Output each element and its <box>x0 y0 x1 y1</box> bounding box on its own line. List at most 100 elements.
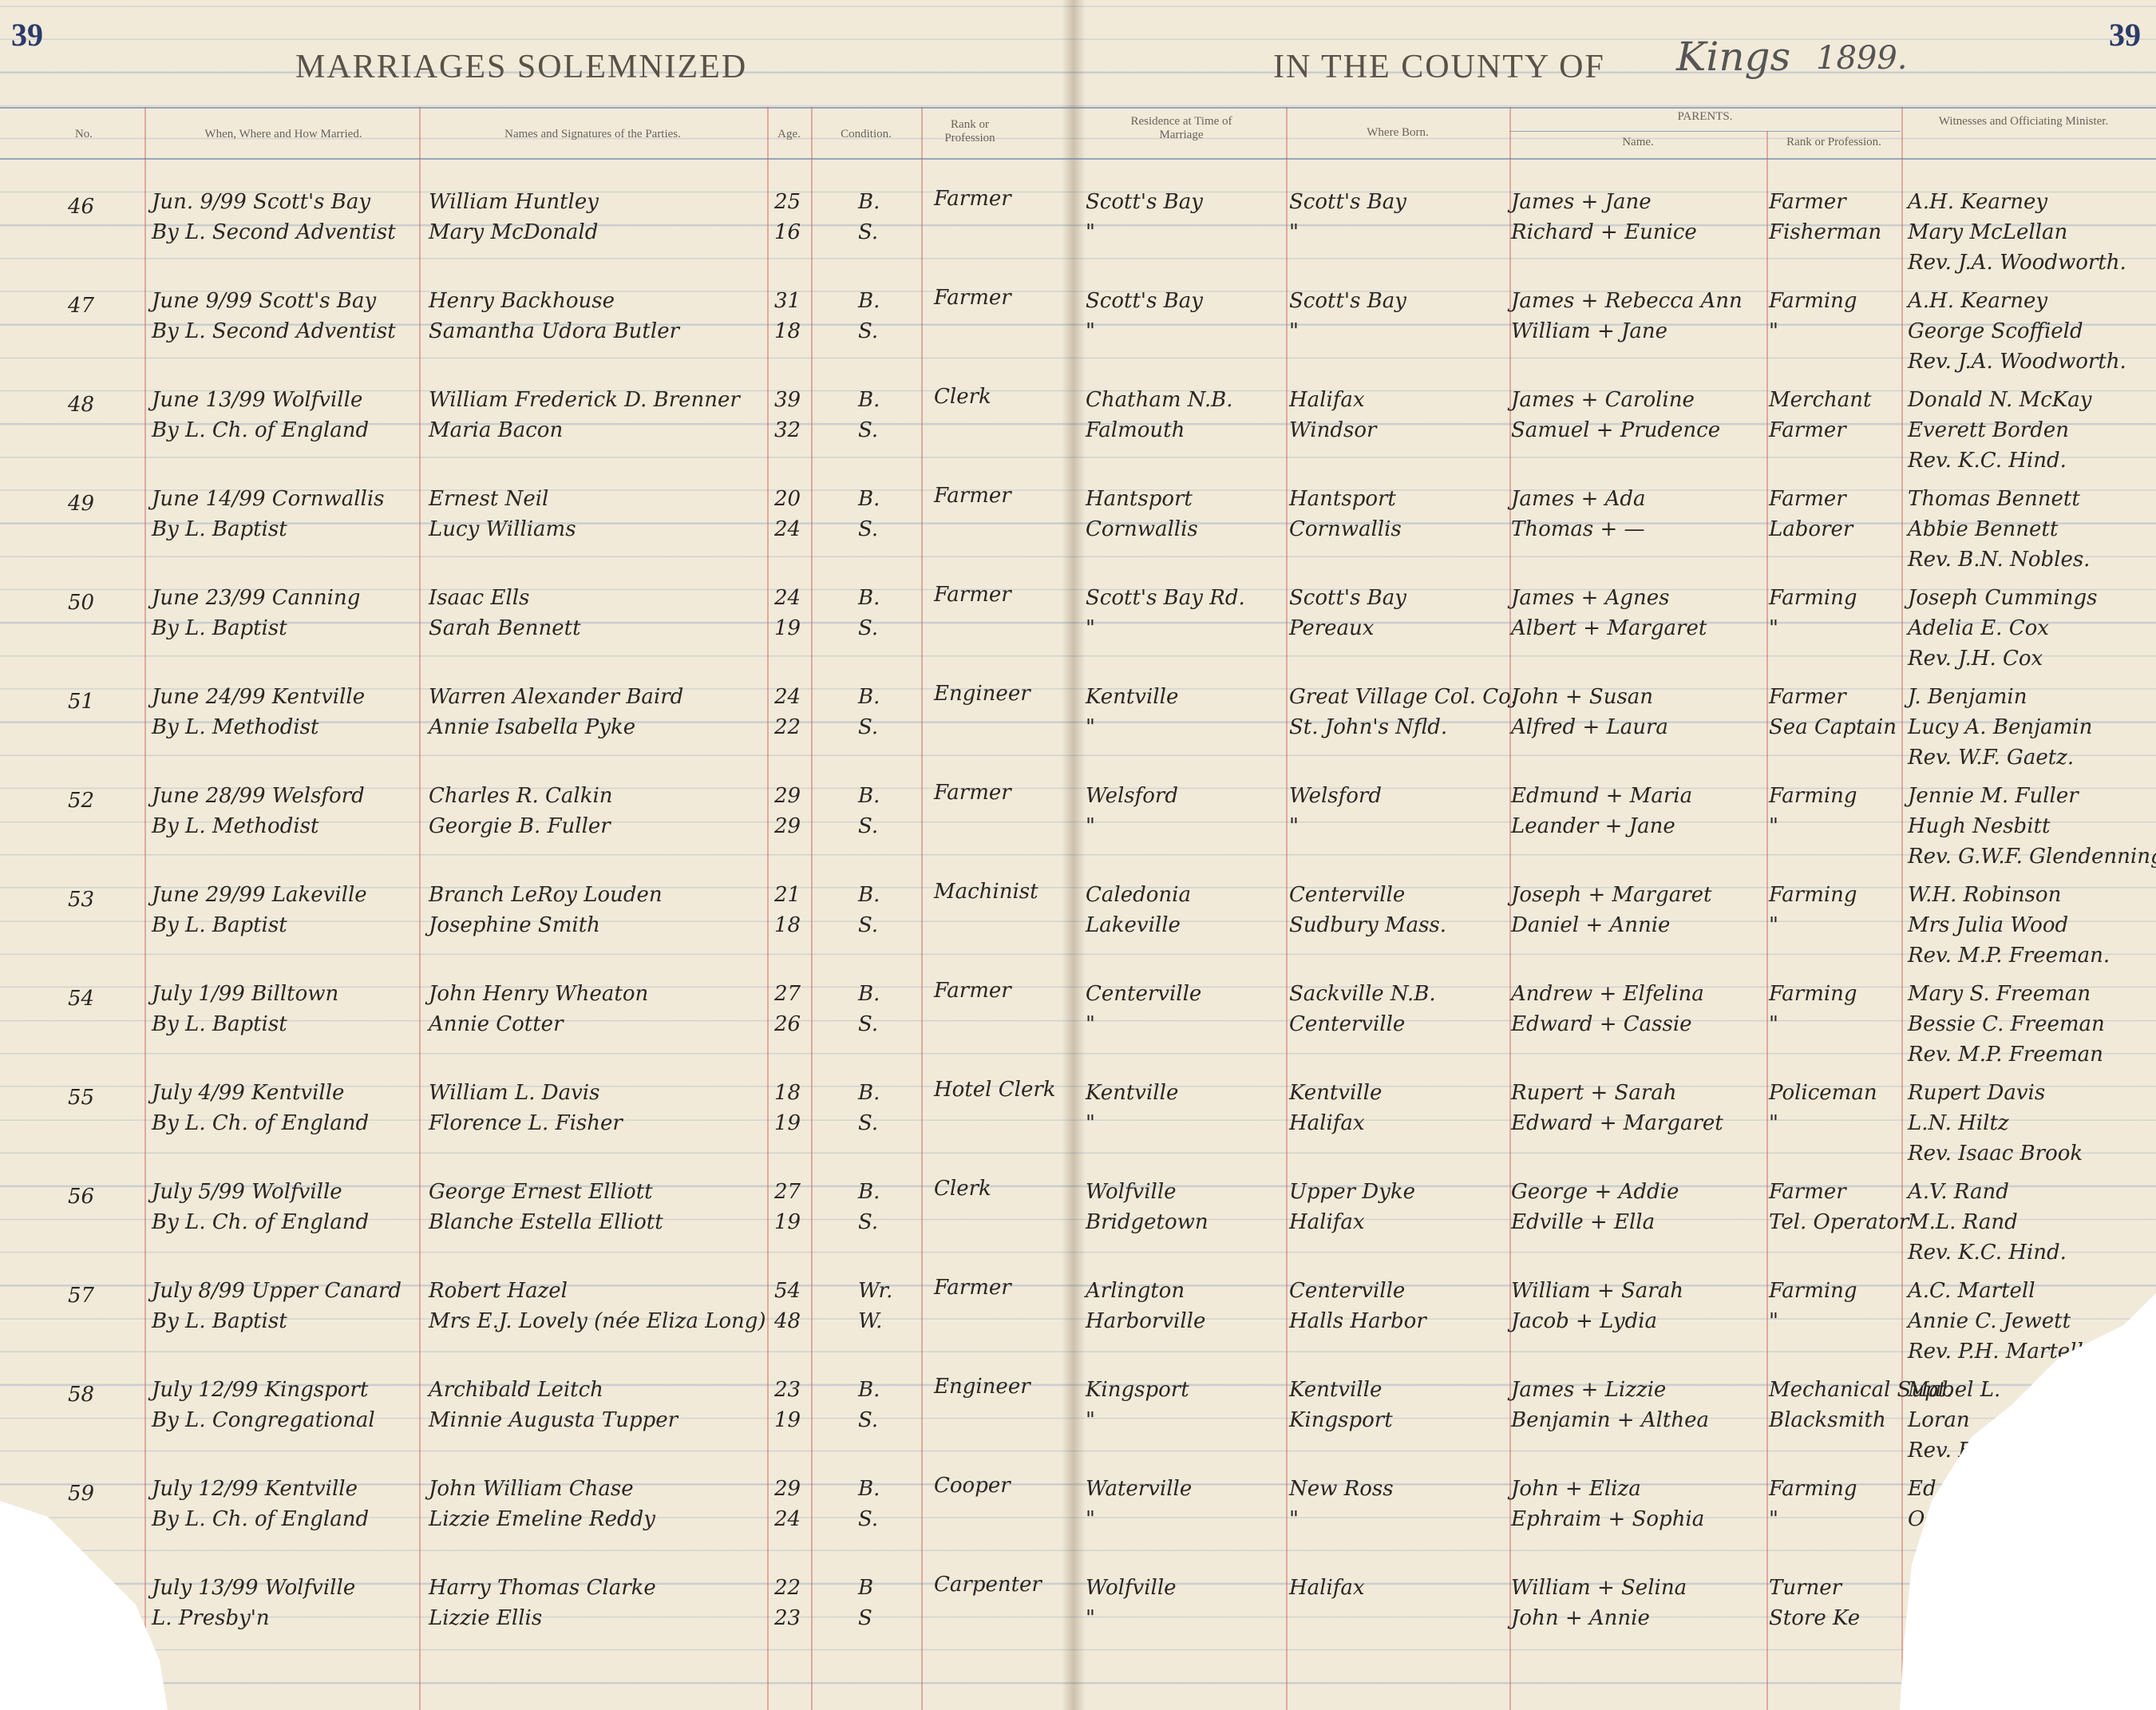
names: William Huntley <box>429 190 599 214</box>
condition: S. <box>858 1210 879 1234</box>
born: " <box>1289 319 1299 343</box>
parent-rank: Mechanical Supt. <box>1769 1378 1953 1402</box>
rank: Engineer <box>934 682 1031 706</box>
witnesses: Thomas Bennett <box>1908 487 2080 511</box>
born: " <box>1289 220 1299 244</box>
column-header: Witnesses and Officiating Minister. <box>1938 115 2109 128</box>
witnesses: Rev. K.C. Hind. <box>1908 1241 2067 1265</box>
residence: Scott's Bay <box>1086 289 1203 313</box>
when: By L. Ch. of England <box>152 418 370 442</box>
entry-number: 51 <box>68 690 95 714</box>
parent-rank: " <box>1769 1309 1778 1333</box>
parent-names: Edward + Cassie <box>1511 1012 1692 1036</box>
parent-names: Edville + Ella <box>1511 1210 1656 1234</box>
gutter <box>1062 0 1086 1710</box>
witnesses: L.N. Hiltz <box>1908 1111 2009 1135</box>
when: By L. Baptist <box>152 517 287 541</box>
born: Kingsport <box>1289 1408 1393 1432</box>
title: IN THE COUNTY OF <box>1273 49 1605 85</box>
parent-names: George + Addie <box>1511 1180 1679 1204</box>
residence: " <box>1086 814 1095 838</box>
residence: Kentville <box>1086 1081 1179 1105</box>
ages: 25 <box>774 190 801 214</box>
column-header: Where Born. <box>1367 126 1429 139</box>
column-header: Rank or Profession. <box>1786 136 1881 148</box>
rank: Cooper <box>934 1474 1011 1498</box>
column-line <box>144 107 146 1710</box>
born: Halifax <box>1289 1111 1365 1135</box>
witnesses: A.H. Kearney <box>1908 190 2048 214</box>
ages: 24 <box>774 1507 801 1531</box>
ages: 24 <box>774 685 801 709</box>
ages: 19 <box>774 1111 801 1135</box>
ages: 24 <box>774 586 801 610</box>
ages: 19 <box>774 616 801 640</box>
residence: " <box>1086 1012 1095 1036</box>
parent-rank: Farming <box>1769 1477 1857 1501</box>
parent-rank: Sea Captain <box>1769 715 1897 739</box>
residence: Welsford <box>1086 784 1178 808</box>
entry-number: 54 <box>68 987 95 1011</box>
parent-names: Ephraim + Sophia <box>1511 1507 1705 1531</box>
parent-names: Samuel + Prudence <box>1511 418 1721 442</box>
residence: Harborville <box>1086 1309 1206 1333</box>
born: Kentville <box>1289 1378 1383 1402</box>
condition: S. <box>858 1507 879 1531</box>
ages: 39 <box>774 388 801 412</box>
parent-rank: Farming <box>1769 586 1857 610</box>
when: By L. Baptist <box>152 616 287 640</box>
column-line <box>1286 107 1288 1710</box>
residence: Wolfville <box>1086 1180 1177 1204</box>
condition: S. <box>858 1408 879 1432</box>
names: Warren Alexander Baird <box>429 685 684 709</box>
when: By L. Baptist <box>152 1012 287 1036</box>
when: July 5/99 Wolfville <box>152 1180 342 1204</box>
condition: W. <box>858 1309 883 1333</box>
witnesses: Rev. J.A. Woodworth. <box>1908 350 2126 374</box>
witnesses: Mrs Julia Wood <box>1908 913 2069 937</box>
witnesses: Rupert Davis <box>1908 1081 2046 1105</box>
column-header: Name. <box>1622 136 1654 148</box>
names: Charles R. Calkin <box>429 784 613 808</box>
ages: 26 <box>774 1012 801 1036</box>
rank: Clerk <box>934 385 991 409</box>
born: Centerville <box>1289 1012 1406 1036</box>
residence: " <box>1086 1606 1095 1630</box>
when: By L. Methodist <box>152 715 319 739</box>
parent-names: James + Agnes <box>1511 586 1670 610</box>
condition: S <box>858 1606 872 1630</box>
rank: Farmer <box>934 583 1011 607</box>
parent-names: James + Lizzie <box>1511 1378 1667 1402</box>
parent-rank: Farming <box>1769 784 1857 808</box>
ages: 19 <box>774 1408 801 1432</box>
column-line <box>1901 107 1903 1710</box>
parent-rank: Farming <box>1769 982 1857 1006</box>
names: William L. Davis <box>429 1081 600 1105</box>
ages: 19 <box>774 1210 801 1234</box>
page-number: 39 <box>2109 17 2141 53</box>
parent-names: Daniel + Annie <box>1511 913 1671 937</box>
residence: Arlington <box>1086 1279 1185 1303</box>
residence: Cornwallis <box>1086 517 1198 541</box>
rank: Farmer <box>934 286 1011 310</box>
parent-names: John + Eliza <box>1511 1477 1641 1501</box>
ages: 23 <box>774 1378 801 1402</box>
born: " <box>1289 814 1299 838</box>
names: Blanche Estella Elliott <box>429 1210 663 1234</box>
witnesses: Rev. J.H. Cox <box>1908 647 2043 671</box>
entry-number: 47 <box>68 294 95 318</box>
when: L. Presby'n <box>152 1606 270 1630</box>
condition: B. <box>858 586 880 610</box>
parent-names: William + Jane <box>1511 319 1668 343</box>
born: St. John's Nfld. <box>1289 715 1448 739</box>
when: By L. Second Adventist <box>152 220 396 244</box>
condition: B. <box>858 1180 880 1204</box>
witnesses: Lucy A. Benjamin <box>1908 715 2093 739</box>
born: Centerville <box>1289 883 1406 907</box>
when: By L. Baptist <box>152 913 287 937</box>
names: Archibald Leitch <box>429 1378 603 1402</box>
born: Great Village Col. Co. <box>1289 685 1517 709</box>
parent-rank: Tel. Operator <box>1769 1210 1909 1234</box>
entry-number: 46 <box>68 195 95 219</box>
parent-names: Andrew + Elfelina <box>1511 982 1704 1006</box>
